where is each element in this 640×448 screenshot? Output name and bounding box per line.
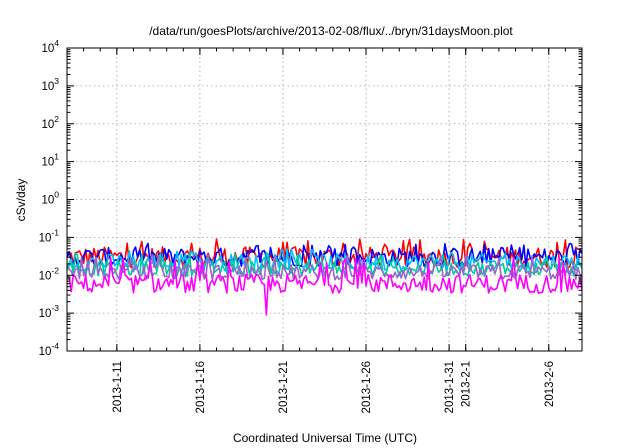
y-tick-label: 10-1: [39, 227, 60, 244]
x-axis-ticks: 2013-1-11 2013-1-16 2013-1-21 2013-1-26 2013…: [66, 48, 583, 413]
x-tick-label: 2013-1-11: [112, 361, 124, 413]
y-tick-label: 10-4: [39, 341, 60, 358]
x-tick-label: 2013-2-6: [544, 361, 556, 407]
grid-lines: [67, 48, 582, 351]
y-tick-label: 10-2: [39, 265, 60, 282]
x-tick-label: 2013-1-31: [444, 361, 456, 413]
x-tick-label: 2013-2-1: [461, 361, 473, 407]
series-layer: [66, 238, 583, 316]
chart-title: /data/run/goesPlots/archive/2013-02-08/f…: [149, 24, 513, 38]
series-line-5: [66, 254, 583, 281]
y-tick-label: 101: [41, 152, 59, 169]
series-line-6: [66, 256, 583, 316]
y-tick-label: 102: [41, 114, 59, 131]
x-axis-label: Coordinated Universal Time (UTC): [233, 431, 417, 445]
series-line-2: [66, 242, 583, 268]
y-axis-label: cSv/day: [14, 179, 28, 222]
y-tick-label: 100: [41, 190, 59, 207]
y-tick-label: 104: [41, 38, 59, 55]
x-tick-label: 2013-1-16: [195, 361, 207, 413]
y-axis-ticks: 10-4 10-3 10-2 10-1 100 101 102 103 104: [39, 38, 582, 358]
y-tick-label: 103: [41, 76, 59, 93]
x-tick-label: 2013-1-26: [361, 361, 373, 413]
x-tick-label: 2013-1-21: [278, 361, 290, 413]
y-tick-label: 10-3: [39, 303, 60, 320]
